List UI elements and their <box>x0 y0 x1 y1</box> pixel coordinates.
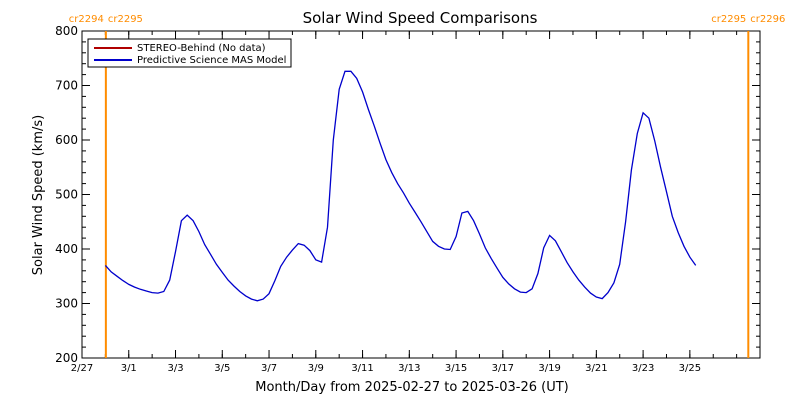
y-axis: 200 300 400 500 600 700 800 <box>55 24 760 365</box>
x-axis-label: Month/Day from 2025-02-27 to 2025-03-26 … <box>255 380 568 395</box>
x-tick-label: 3/19 <box>538 363 560 374</box>
carrington-label-left: cr2295 <box>711 14 746 25</box>
legend-label-0: STEREO-Behind (No data) <box>137 43 266 54</box>
y-tick-label: 400 <box>55 242 78 256</box>
y-tick-label: 700 <box>55 79 78 93</box>
plot-frame <box>81 30 761 359</box>
x-tick-label: 3/23 <box>632 363 654 374</box>
legend: STEREO-Behind (No data)Predictive Scienc… <box>87 38 292 68</box>
y-tick-label: 200 <box>55 351 78 365</box>
series-line-1 <box>104 70 697 302</box>
x-tick-label: 3/17 <box>492 363 514 374</box>
x-tick-label: 3/15 <box>445 363 467 374</box>
carrington-markers: cr2294 cr2295 cr2295 cr2296 <box>69 14 785 358</box>
x-tick-label: 3/3 <box>167 363 183 374</box>
x-tick-label: 3/21 <box>585 363 607 374</box>
x-tick-label: 3/1 <box>121 363 137 374</box>
carrington-label-right: cr2295 <box>108 14 143 25</box>
carrington-label-right: cr2296 <box>750 14 785 25</box>
legend-label-1: Predictive Science MAS Model <box>137 55 286 66</box>
carrington-label-left: cr2294 <box>69 14 104 25</box>
y-axis-label: Solar Wind Speed (km/s) <box>31 115 46 275</box>
y-tick-label: 800 <box>55 24 78 38</box>
x-tick-label: 2/27 <box>71 363 93 374</box>
x-tick-label: 3/7 <box>261 363 277 374</box>
y-tick-label: 500 <box>55 188 78 202</box>
y-tick-label: 600 <box>55 133 78 147</box>
x-tick-label: 3/9 <box>308 363 324 374</box>
x-tick-label: 3/5 <box>214 363 230 374</box>
x-tick-label: 3/25 <box>679 363 701 374</box>
y-tick-label: 300 <box>55 297 78 311</box>
x-tick-label: 3/13 <box>398 363 420 374</box>
legend-box <box>87 38 292 68</box>
x-tick-label: 3/11 <box>351 363 373 374</box>
series-layer <box>104 70 697 302</box>
chart-title: Solar Wind Speed Comparisons <box>303 9 538 27</box>
x-axis: 2/27 3/1 3/3 3/5 3/7 3/9 3/11 3/13 3/15 3/17 3/19 3… <box>71 31 761 374</box>
